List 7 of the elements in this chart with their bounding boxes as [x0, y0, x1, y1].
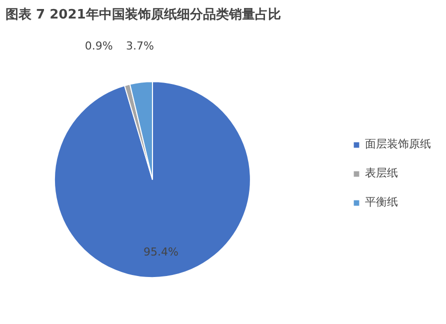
legend-label: 面层装饰原纸 [365, 136, 431, 152]
data-label: 3.7% [126, 39, 154, 52]
chart-title: 图表 7 2021年中国装饰原纸细分品类销量占比 [6, 8, 281, 22]
data-label: 95.4% [143, 245, 178, 258]
legend-label: 平衡纸 [365, 194, 398, 210]
legend-label: 表层纸 [365, 166, 398, 180]
data-label: 0.9% [84, 39, 113, 52]
